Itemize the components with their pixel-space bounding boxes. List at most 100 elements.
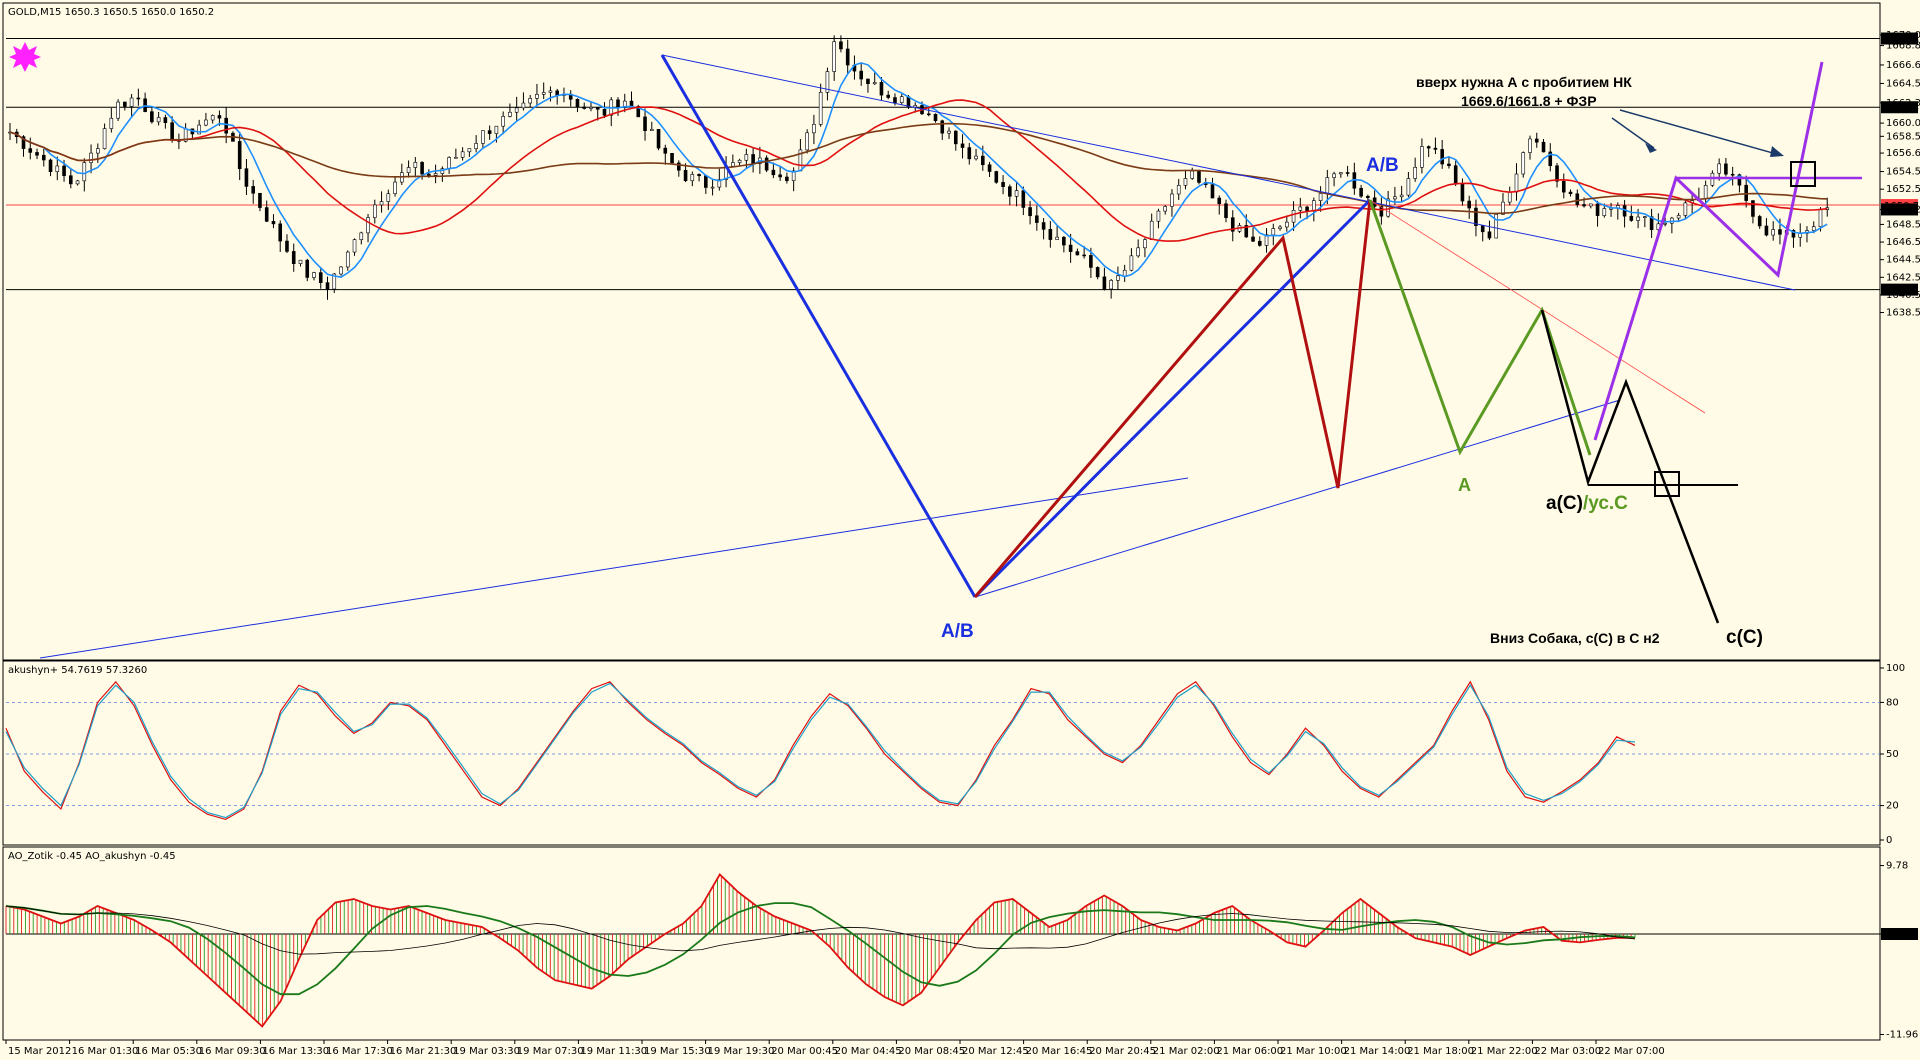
time-tick-label: 16 Mar 05:30 bbox=[135, 1046, 202, 1057]
candle-body bbox=[602, 109, 607, 116]
candle-body bbox=[1224, 203, 1228, 218]
price-tick-label: 1644.5 bbox=[1886, 255, 1920, 266]
candle-body bbox=[1474, 207, 1478, 226]
candle-body bbox=[69, 175, 73, 185]
candle-body bbox=[616, 99, 620, 108]
ao-pane: 9.78 0.00 -11.96 bbox=[5, 861, 1918, 1040]
candle-body bbox=[690, 174, 695, 182]
candle-body bbox=[1649, 216, 1654, 230]
wave-ab-up bbox=[973, 198, 1372, 599]
candle-body bbox=[1345, 172, 1350, 174]
candle-body bbox=[129, 97, 134, 107]
candle-body bbox=[109, 117, 114, 129]
time-tick-label: 19 Mar 03:30 bbox=[453, 1046, 520, 1057]
candle-body bbox=[1339, 172, 1343, 175]
candle-body bbox=[1751, 200, 1755, 217]
annotation-ac: a(C)/ус.С bbox=[1546, 493, 1628, 514]
ma-fast-line bbox=[9, 62, 1828, 278]
candle-body bbox=[940, 120, 945, 134]
annotation-up-line2: 1669.6/1661.8 + ФЗР bbox=[1461, 93, 1597, 109]
price-pane: 1670.01668.81666.61664.51662.31660.01658… bbox=[6, 30, 1920, 659]
candle-body bbox=[1082, 254, 1086, 257]
time-tick-label: 16 Mar 21:30 bbox=[390, 1046, 457, 1057]
candle-body bbox=[372, 204, 377, 218]
time-tick-label: 19 Mar 11:30 bbox=[580, 1046, 647, 1057]
candle-body bbox=[649, 128, 654, 132]
price-tick-label: 1652.5 bbox=[1886, 184, 1920, 195]
candle-body bbox=[1318, 193, 1323, 201]
wave-green-zigzag bbox=[1368, 199, 1592, 456]
candle-body bbox=[872, 82, 877, 85]
candle-body bbox=[1643, 216, 1647, 218]
candle-body bbox=[1521, 152, 1526, 175]
candle-body bbox=[1460, 183, 1465, 202]
candle-body bbox=[1041, 222, 1046, 230]
candle-body bbox=[521, 102, 526, 109]
candle-body bbox=[1359, 187, 1363, 197]
candle-body bbox=[866, 78, 870, 85]
candle-body bbox=[244, 168, 249, 187]
ao-slow-line bbox=[5, 905, 1636, 955]
candle-body bbox=[1379, 206, 1384, 217]
candle-body bbox=[893, 97, 897, 103]
candle-body bbox=[1325, 177, 1330, 194]
candle-body bbox=[96, 148, 100, 154]
candle-body bbox=[285, 240, 289, 252]
candle-body bbox=[595, 106, 600, 110]
candle-body bbox=[35, 152, 39, 156]
candle-body bbox=[825, 71, 830, 93]
candle-body bbox=[622, 100, 627, 108]
candle-body bbox=[1291, 210, 1296, 223]
candle-body bbox=[926, 113, 931, 116]
candle-body bbox=[575, 99, 580, 108]
candle-body bbox=[717, 179, 722, 188]
candle-body bbox=[224, 117, 228, 134]
candle-body bbox=[1230, 217, 1235, 232]
candle-body bbox=[1703, 185, 1708, 200]
candle-body bbox=[21, 136, 26, 149]
candle-body bbox=[1197, 170, 1201, 183]
price-tick-label: 1638.5 bbox=[1886, 308, 1920, 319]
candle-body bbox=[1440, 149, 1444, 165]
candle-body bbox=[454, 156, 458, 159]
candle-body bbox=[150, 111, 154, 123]
price-tick-label: 1664.5 bbox=[1886, 78, 1920, 89]
price-label-text: 1661.8 bbox=[1884, 103, 1919, 114]
candle-body bbox=[1048, 229, 1053, 240]
time-tick-label: 21 Mar 10:00 bbox=[1280, 1046, 1347, 1057]
arrow-head bbox=[1770, 146, 1784, 157]
oscillator-pane-frame bbox=[2, 660, 1881, 846]
candle-body bbox=[352, 239, 357, 253]
candle-body bbox=[359, 232, 364, 240]
candle-body bbox=[582, 106, 587, 109]
candle-body bbox=[1811, 226, 1816, 231]
candle-body bbox=[771, 169, 776, 176]
candle-body bbox=[123, 101, 127, 107]
candle-body bbox=[879, 82, 884, 96]
candle-body bbox=[494, 125, 499, 134]
candle-body bbox=[967, 147, 972, 160]
candle-body bbox=[460, 151, 465, 158]
candle-body bbox=[1285, 221, 1289, 228]
candle-body bbox=[683, 169, 688, 182]
time-tick-label: 16 Mar 01:30 bbox=[72, 1046, 139, 1057]
candle-body bbox=[541, 92, 546, 95]
candle-body bbox=[102, 128, 107, 149]
candle-body bbox=[1534, 138, 1539, 143]
wave-black-c bbox=[1540, 309, 1720, 624]
candle-body bbox=[156, 117, 161, 123]
candle-body bbox=[1116, 275, 1120, 281]
candle-body bbox=[332, 273, 337, 290]
candle-body bbox=[345, 251, 350, 268]
candle-body bbox=[751, 154, 755, 164]
time-tick-label: 20 Mar 00:45 bbox=[771, 1046, 838, 1057]
candle-body bbox=[845, 48, 850, 66]
price-label-box bbox=[1881, 283, 1918, 296]
time-tick-label: 19 Mar 07:30 bbox=[517, 1046, 584, 1057]
candle-body bbox=[1555, 165, 1559, 182]
price-label-box bbox=[1881, 32, 1918, 45]
oscillator-tick-label: 50 bbox=[1886, 749, 1899, 760]
time-tick-label: 22 Mar 03:00 bbox=[1534, 1046, 1601, 1057]
